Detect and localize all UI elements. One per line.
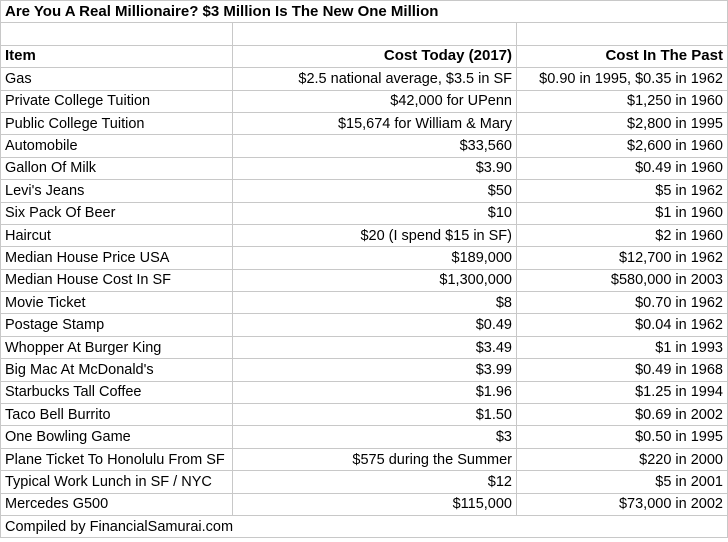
cell-item: Six Pack Of Beer	[0, 201, 233, 225]
cell-item: Median House Price USA	[0, 246, 233, 270]
footer-credit: Compiled by FinancialSamurai.com	[0, 514, 728, 539]
cell-cost-past: $220 in 2000	[516, 447, 728, 472]
table-title: Are You A Real Millionaire? $3 Million I…	[0, 0, 728, 24]
cell-cost-past: $2,600 in 1960	[516, 134, 728, 158]
header-row: Item Cost Today (2017) Cost In The Past	[0, 44, 728, 69]
table-row: Gallon Of Milk $3.90 $0.49 in 1960	[0, 156, 728, 181]
table-row: Starbucks Tall Coffee $1.96 $1.25 in 1994	[0, 380, 728, 405]
cell-item: Postage Stamp	[0, 313, 233, 337]
cell-cost-today: $50	[232, 179, 517, 203]
cell-cost-today: $575 during the Summer	[232, 447, 517, 472]
table-row: Taco Bell Burrito $1.50 $0.69 in 2002	[0, 403, 728, 427]
cell-cost-past: $0.90 in 1995, $0.35 in 1962	[516, 67, 728, 91]
table-row: Plane Ticket To Honolulu From SF $575 dur…	[0, 447, 728, 472]
cell-cost-past: $2 in 1960	[516, 223, 728, 248]
cell-item: Typical Work Lunch in SF / NYC	[0, 470, 233, 494]
cell-item: One Bowling Game	[0, 425, 233, 449]
cell-item: Whopper At Burger King	[0, 335, 233, 360]
cell-cost-today: $3.49	[232, 335, 517, 360]
header-cost-past: Cost In The Past	[516, 44, 728, 69]
cell-cost-today: $189,000	[232, 246, 517, 270]
title-row: Are You A Real Millionaire? $3 Million I…	[0, 0, 728, 24]
cell-item: Taco Bell Burrito	[0, 403, 233, 427]
table-row: Haircut $20 (I spend $15 in SF) $2 in 1960	[0, 223, 728, 248]
footer-row: Compiled by FinancialSamurai.com	[0, 514, 728, 539]
cell-cost-today: $3.99	[232, 358, 517, 382]
cell-cost-today: $10	[232, 201, 517, 225]
table-row: Levi's Jeans $50 $5 in 1962	[0, 179, 728, 203]
cell-item: Plane Ticket To Honolulu From SF	[0, 447, 233, 472]
cell-cost-past: $0.04 in 1962	[516, 313, 728, 337]
table-row: Whopper At Burger King $3.49 $1 in 1993	[0, 335, 728, 360]
cell-item: Median House Cost In SF	[0, 268, 233, 293]
cell-item: Mercedes G500	[0, 492, 233, 516]
cell-cost-today: $1.96	[232, 380, 517, 405]
table-row: Public College Tuition $15,674 for Willia…	[0, 111, 728, 136]
cell-cost-today: $2.5 national average, $3.5 in SF	[232, 67, 517, 91]
table-row: Automobile $33,560 $2,600 in 1960	[0, 134, 728, 158]
cell-item: Gallon Of Milk	[0, 156, 233, 181]
table-row: Gas $2.5 national average, $3.5 in SF $0.9…	[0, 67, 728, 91]
cell-cost-today: $0.49	[232, 313, 517, 337]
cell-item: Gas	[0, 67, 233, 91]
cell-cost-today: $1,300,000	[232, 268, 517, 293]
cell-cost-past: $1 in 1960	[516, 201, 728, 225]
cell-cost-past: $1,250 in 1960	[516, 89, 728, 113]
table-row: Movie Ticket $8 $0.70 in 1962	[0, 291, 728, 315]
cell-item: Private College Tuition	[0, 89, 233, 113]
cell-cost-past: $12,700 in 1962	[516, 246, 728, 270]
table-row: Median House Cost In SF $1,300,000 $580,00…	[0, 268, 728, 293]
table-row: Median House Price USA $189,000 $12,700 in…	[0, 246, 728, 270]
table-row: Big Mac At McDonald's $3.99 $0.49 in 1968	[0, 358, 728, 382]
cell-cost-past: $2,800 in 1995	[516, 111, 728, 136]
cell-cost-today: $3	[232, 425, 517, 449]
cell-cost-today: $115,000	[232, 492, 517, 516]
cell-cost-past: $0.49 in 1960	[516, 156, 728, 181]
cell-cost-past: $1 in 1993	[516, 335, 728, 360]
cell-cost-past: $0.69 in 2002	[516, 403, 728, 427]
cell-cost-past: $0.70 in 1962	[516, 291, 728, 315]
spacer-row	[0, 22, 728, 46]
cell-cost-today: $20 (I spend $15 in SF)	[232, 223, 517, 248]
cell-item: Big Mac At McDonald's	[0, 358, 233, 382]
cell-cost-today: $42,000 for UPenn	[232, 89, 517, 113]
table-row: Six Pack Of Beer $10 $1 in 1960	[0, 201, 728, 225]
cell-cost-past: $0.49 in 1968	[516, 358, 728, 382]
cell-cost-today: $15,674 for William & Mary	[232, 111, 517, 136]
header-cost-today: Cost Today (2017)	[232, 44, 517, 69]
table-row: One Bowling Game $3 $0.50 in 1995	[0, 425, 728, 449]
cell-cost-past: $580,000 in 2003	[516, 268, 728, 293]
cell-cost-today: $33,560	[232, 134, 517, 158]
table-row: Mercedes G500 $115,000 $73,000 in 2002	[0, 492, 728, 516]
table-row: Private College Tuition $42,000 for UPenn…	[0, 89, 728, 113]
cell-cost-past: $5 in 2001	[516, 470, 728, 494]
header-item: Item	[0, 44, 233, 69]
cell-cost-today: $12	[232, 470, 517, 494]
cell-cost-today: $8	[232, 291, 517, 315]
table-row: Postage Stamp $0.49 $0.04 in 1962	[0, 313, 728, 337]
cell-item: Movie Ticket	[0, 291, 233, 315]
cell-item: Automobile	[0, 134, 233, 158]
cell-item: Starbucks Tall Coffee	[0, 380, 233, 405]
cell-item: Haircut	[0, 223, 233, 248]
cell-cost-past: $0.50 in 1995	[516, 425, 728, 449]
cell-cost-past: $5 in 1962	[516, 179, 728, 203]
cell-cost-today: $1.50	[232, 403, 517, 427]
cell-cost-today: $3.90	[232, 156, 517, 181]
table-row: Typical Work Lunch in SF / NYC $12 $5 in 2…	[0, 470, 728, 494]
cell-cost-past: $1.25 in 1994	[516, 380, 728, 405]
cell-item: Levi's Jeans	[0, 179, 233, 203]
cell-item: Public College Tuition	[0, 111, 233, 136]
cell-cost-past: $73,000 in 2002	[516, 492, 728, 516]
